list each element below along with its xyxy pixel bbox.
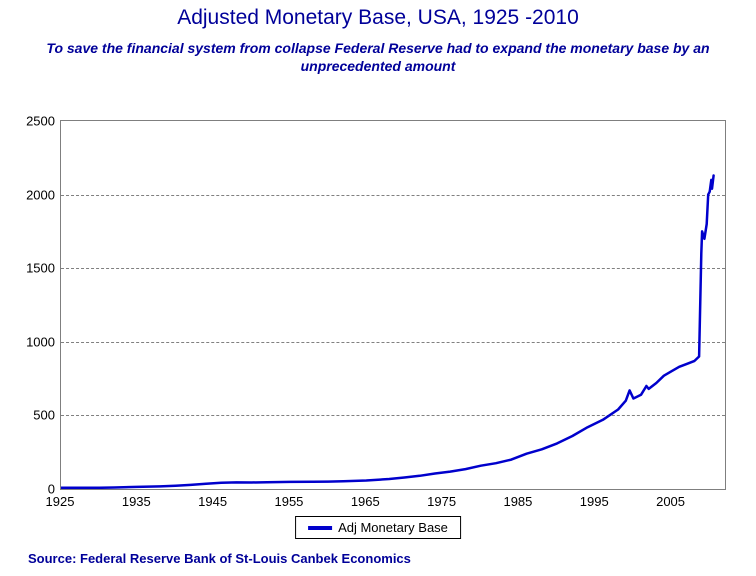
chart-subtitle: To save the financial system from collap… bbox=[0, 30, 756, 81]
xtick-label: 1985 bbox=[503, 494, 532, 509]
xtick-label: 1955 bbox=[274, 494, 303, 509]
xtick-label: 1965 bbox=[351, 494, 380, 509]
chart-container: Adjusted Monetary Base, USA, 1925 -2010 … bbox=[0, 0, 756, 576]
plot-area bbox=[60, 120, 726, 490]
series-line bbox=[61, 176, 714, 488]
chart-title: Adjusted Monetary Base, USA, 1925 -2010 bbox=[0, 0, 756, 30]
legend: Adj Monetary Base bbox=[295, 516, 461, 539]
xtick-label: 1975 bbox=[427, 494, 456, 509]
legend-label: Adj Monetary Base bbox=[338, 520, 448, 535]
xtick-label: 1995 bbox=[580, 494, 609, 509]
ytick-label: 2500 bbox=[0, 114, 55, 129]
ytick-label: 2000 bbox=[0, 187, 55, 202]
xtick-label: 1935 bbox=[122, 494, 151, 509]
xtick-label: 1945 bbox=[198, 494, 227, 509]
xtick-label: 1925 bbox=[46, 494, 75, 509]
legend-swatch bbox=[308, 526, 332, 530]
ytick-label: 1500 bbox=[0, 261, 55, 276]
ytick-label: 500 bbox=[0, 408, 55, 423]
source-text: Source: Federal Reserve Bank of St-Louis… bbox=[28, 551, 411, 566]
line-series-svg bbox=[61, 121, 725, 489]
ytick-label: 1000 bbox=[0, 334, 55, 349]
xtick-label: 2005 bbox=[656, 494, 685, 509]
